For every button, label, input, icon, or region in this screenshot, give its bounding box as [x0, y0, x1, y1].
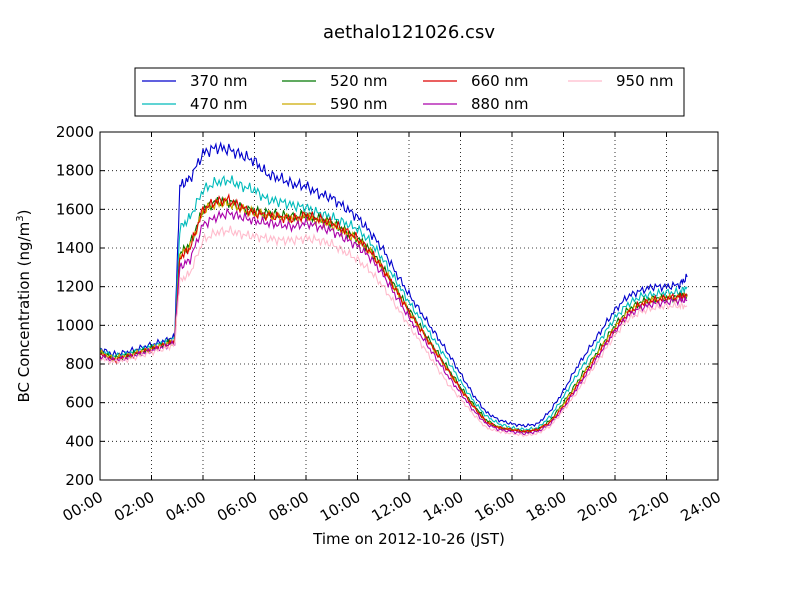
y-axis-label-superscript: 3 [15, 215, 26, 221]
x-tick-label: 04:00 [163, 488, 209, 525]
legend-label-6: 880 nm [471, 95, 529, 113]
y-tick-label: 600 [65, 394, 94, 412]
series-line-6 [99, 207, 688, 435]
series-line-5 [99, 193, 688, 434]
series-line-7 [99, 225, 688, 438]
series-line-3 [99, 195, 688, 434]
y-tick-label: 200 [65, 471, 94, 489]
x-tick-label: 24:00 [678, 488, 724, 525]
series-line-4 [99, 197, 688, 434]
legend-label-5: 660 nm [471, 72, 529, 90]
y-tick-labels: 200 400 600 800 1000 1200 1400 1600 1800 2000 [56, 123, 94, 489]
x-tick-label: 00:00 [60, 488, 106, 525]
x-tick-label: 08:00 [266, 488, 312, 525]
series-lines [99, 141, 688, 438]
x-axis-label: Time on 2012-10-26 (JST) [312, 530, 505, 548]
x-tick-label: 18:00 [523, 488, 569, 525]
y-tick-label: 800 [65, 355, 94, 373]
y-axis-label-close: ) [15, 210, 33, 216]
legend-box [134, 67, 685, 117]
legend-label-1: 370 nm [190, 72, 248, 90]
x-tick-labels: 00:00 02:00 04:00 06:00 08:00 10:00 12:00 14:00… [60, 488, 724, 525]
y-tick-label: 1800 [56, 162, 94, 180]
axis-ticks [99, 131, 719, 481]
legend: 370 nm 470 nm 520 nm 590 nm 660 nm 880 nm 950 … [134, 67, 685, 117]
x-tick-label: 22:00 [626, 488, 672, 525]
series-line-1 [99, 141, 688, 428]
legend-label-3: 520 nm [330, 72, 388, 90]
y-tick-label: 1600 [56, 200, 94, 218]
y-tick-label: 400 [65, 432, 94, 450]
legend-label-7: 950 nm [616, 72, 674, 90]
x-tick-label: 20:00 [575, 488, 621, 525]
x-tick-label: 06:00 [214, 488, 260, 525]
legend-label-2: 470 nm [190, 95, 248, 113]
y-tick-label: 1000 [56, 316, 94, 334]
x-tick-label: 14:00 [420, 488, 466, 525]
y-tick-label: 1200 [56, 278, 94, 296]
x-tick-label: 02:00 [111, 488, 157, 525]
y-tick-label: 2000 [56, 123, 94, 141]
legend-label-4: 590 nm [330, 95, 388, 113]
x-tick-label: 10:00 [317, 488, 363, 525]
series-line-2 [99, 174, 688, 432]
chart-title: aethalo121026.csv [323, 22, 495, 43]
x-tick-label: 16:00 [472, 488, 518, 525]
y-axis-label-main: BC Concentration (ng/m [15, 222, 33, 403]
x-tick-label: 12:00 [369, 488, 415, 525]
y-tick-label: 1400 [56, 239, 94, 257]
y-axis-label: BC Concentration (ng/m3) [15, 210, 33, 403]
